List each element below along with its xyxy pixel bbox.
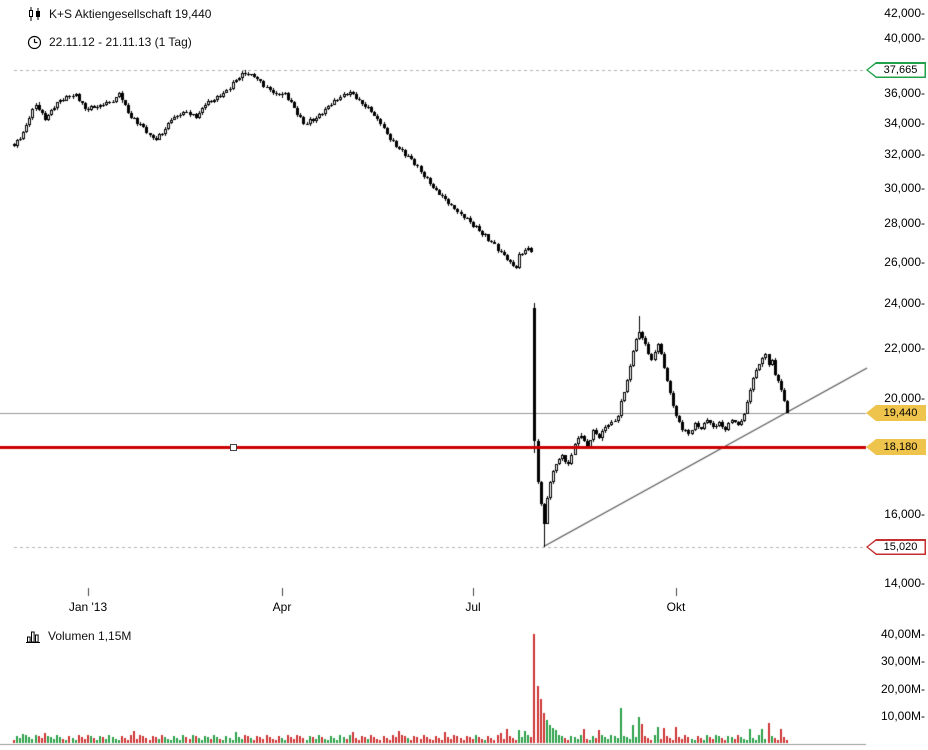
price-marker-tag[interactable]: 18,180 xyxy=(866,439,926,455)
price-tick-label: 16,000- xyxy=(884,507,925,521)
daterange-legend: 22.11.12 - 21.11.13 (1 Tag) xyxy=(27,33,192,51)
price-tick-label: 24,000- xyxy=(884,296,925,310)
date-range-label: 22.11.12 - 21.11.13 (1 Tag) xyxy=(49,35,192,49)
price-tick-label: 28,000- xyxy=(884,216,925,230)
tag-price-label: 19,440 xyxy=(883,407,918,419)
volume-tick-label: 20,00M- xyxy=(880,682,925,696)
volume-tick-label: 40,00M- xyxy=(880,627,925,641)
tag-arrow-shape xyxy=(866,439,926,455)
tag-arrow-shape xyxy=(866,405,926,421)
price-tick-label: 32,000- xyxy=(884,147,925,161)
price-tick-label: 36,000- xyxy=(884,86,925,100)
volume-tick-label: 10,00M- xyxy=(880,709,925,723)
price-tick-label: 22,000- xyxy=(884,341,925,355)
volume-label: Volumen 1,15M xyxy=(48,629,132,643)
price-marker-tag[interactable]: 15,020 xyxy=(866,539,926,555)
tag-price-label: 18,180 xyxy=(883,441,918,453)
volume-bars-icon xyxy=(26,631,40,643)
instrument-legend: K+S Aktiengesellschaft 19,440 xyxy=(27,5,211,23)
price-tick-label: 30,000- xyxy=(884,181,925,195)
tag-inner-fill xyxy=(868,63,925,77)
price-tick-label: 34,000- xyxy=(884,116,925,130)
instrument-title: K+S Aktiengesellschaft 19,440 xyxy=(49,7,212,21)
tag-price-label: 37,665 xyxy=(883,64,918,76)
price-marker-tag[interactable]: 19,440 xyxy=(866,405,926,421)
price-tick-label: 42,000- xyxy=(884,6,925,20)
tag-inner-fill xyxy=(868,540,925,554)
price-tick-label: 20,000- xyxy=(884,391,925,405)
volume-legend: Volumen 1,15M xyxy=(25,627,131,645)
time-tick-label: Jan '13 xyxy=(68,600,108,614)
clock-icon xyxy=(27,35,42,49)
tag-price-label: 15,020 xyxy=(883,541,918,553)
price-tick-label: 26,000- xyxy=(884,255,925,269)
horizontal-line-handle[interactable] xyxy=(230,444,237,451)
time-tick-label: Jul xyxy=(465,600,481,614)
time-tick-label: Apr xyxy=(272,600,292,614)
price-tick-label: 14,000- xyxy=(884,576,925,590)
volume-tick-label: 30,00M- xyxy=(880,654,925,668)
time-tick-label: Okt xyxy=(666,600,686,614)
price-tick-label: 40,000- xyxy=(884,31,925,45)
price-marker-tag[interactable]: 37,665 xyxy=(866,62,926,78)
candlestick-icon xyxy=(29,7,40,21)
